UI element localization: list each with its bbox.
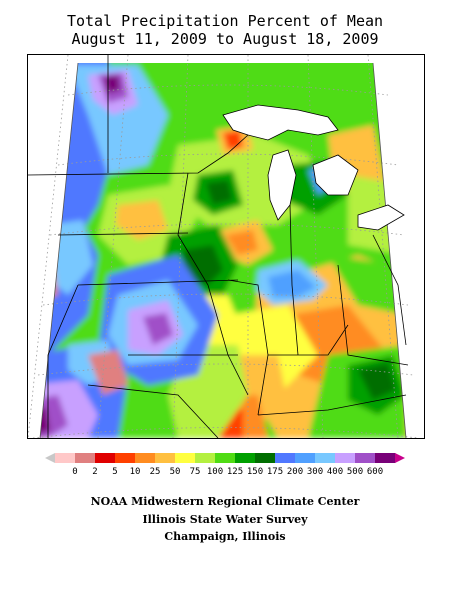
legend-swatch [215, 453, 236, 463]
legend-label: 0 [72, 467, 77, 477]
color-legend: 0 2 5 10 25 50 75 100 125 150 175 200 300 400 500 600 [40, 449, 410, 479]
precipitation-map [27, 54, 425, 439]
legend-label: 75 [190, 467, 201, 477]
legend-label: 125 [227, 467, 243, 477]
great-lakes [222, 104, 405, 231]
legend-swatch [95, 453, 116, 463]
credit-line1: NOAA Midwestern Regional Climate Center [90, 495, 360, 508]
legend-swatch-low-arrow [45, 453, 55, 463]
credit-line3: Champaign, Illinois [164, 530, 286, 543]
map-title-line2: August 11, 2009 to August 18, 2009 [71, 30, 379, 48]
precipitation-field [40, 63, 406, 438]
legend-swatch [295, 453, 316, 463]
legend-label: 100 [207, 467, 223, 477]
legend-swatch [55, 453, 76, 463]
state-boundaries [28, 55, 409, 438]
legend-swatch [155, 453, 176, 463]
map-title-line1: Total Precipitation Percent of Mean [66, 12, 384, 30]
legend-swatch [195, 453, 216, 463]
legend-label: 2 [92, 467, 97, 477]
legend-label: 50 [170, 467, 181, 477]
legend-label: 500 [347, 467, 363, 477]
legend-label: 300 [307, 467, 323, 477]
legend-swatch [175, 453, 196, 463]
precipitation-map-svg [28, 55, 419, 438]
legend-swatch [355, 453, 376, 463]
credit-line2: Illinois State Water Survey [142, 513, 308, 526]
legend-label: 175 [267, 467, 283, 477]
legend-swatch [335, 453, 356, 463]
legend-label: 10 [130, 467, 141, 477]
legend-label: 150 [247, 467, 263, 477]
legend-swatch [275, 453, 296, 463]
legend-swatch [315, 453, 336, 463]
legend-label: 600 [367, 467, 383, 477]
legend-swatch [235, 453, 256, 463]
legend-label: 5 [112, 467, 117, 477]
legend-swatch [255, 453, 276, 463]
legend-label: 25 [150, 467, 161, 477]
color-legend-svg: 0 2 5 10 25 50 75 100 125 150 175 200 300 400 500 600 [45, 453, 405, 477]
legend-swatch [375, 453, 396, 463]
legend-labels: 0 2 5 10 25 50 75 100 125 150 175 200 300 400 500 600 [72, 467, 383, 477]
legend-swatches [45, 453, 405, 463]
legend-swatch-high-arrow [395, 453, 405, 463]
legend-label: 400 [327, 467, 343, 477]
legend-swatch [115, 453, 136, 463]
legend-swatch [75, 453, 96, 463]
legend-label: 200 [287, 467, 303, 477]
domain-edges [39, 62, 407, 438]
legend-swatch [135, 453, 156, 463]
